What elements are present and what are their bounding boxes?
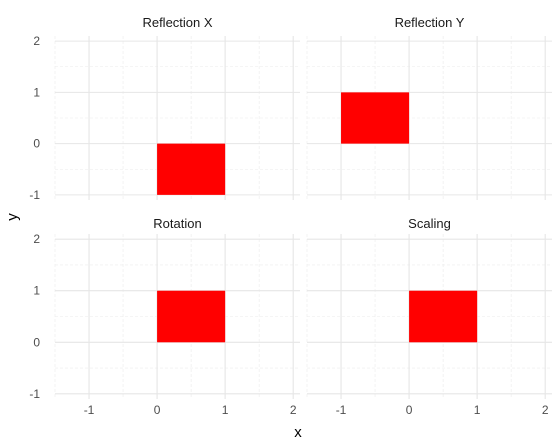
y-tick-label: 2 (33, 34, 40, 48)
x-tick-label: -1 (84, 403, 95, 417)
x-tick-label: 0 (154, 403, 161, 417)
data-rect (409, 290, 478, 343)
x-tick-label: 2 (542, 403, 549, 417)
y-tick-label: 0 (33, 137, 40, 151)
y-axis-title: y (4, 213, 21, 221)
data-rect (157, 290, 226, 343)
facet-title: Reflection Y (395, 15, 465, 30)
y-tick-label: 1 (33, 85, 40, 99)
facet-title: Reflection X (142, 15, 212, 30)
x-tick-label: 1 (222, 403, 229, 417)
y-tick-label: 1 (33, 284, 40, 298)
facet-panels: Reflection X -1 0 1 2 Reflection Y Rotation -1 0… (29, 15, 552, 417)
facet-panel: Scaling -1 0 1 2 (306, 216, 552, 417)
x-tick-label: 0 (406, 403, 413, 417)
x-tick-label: 2 (290, 403, 297, 417)
facet-title: Scaling (408, 216, 451, 231)
x-tick-label: -1 (336, 403, 347, 417)
facet-title: Rotation (153, 216, 201, 231)
facet-panel: Rotation -1 0 1 2 -1 0 1 2 (29, 216, 300, 417)
y-tick-label: -1 (29, 188, 40, 202)
data-rect (341, 92, 410, 144)
x-axis-title: x (294, 424, 302, 441)
y-tick-label: 0 (33, 335, 40, 349)
y-tick-label: 2 (33, 232, 40, 246)
x-tick-label: 1 (474, 403, 481, 417)
y-tick-label: -1 (29, 387, 40, 401)
data-rect (157, 143, 226, 195)
facet-panel: Reflection Y (306, 15, 552, 200)
facet-panel: Reflection X -1 0 1 2 (29, 15, 300, 202)
